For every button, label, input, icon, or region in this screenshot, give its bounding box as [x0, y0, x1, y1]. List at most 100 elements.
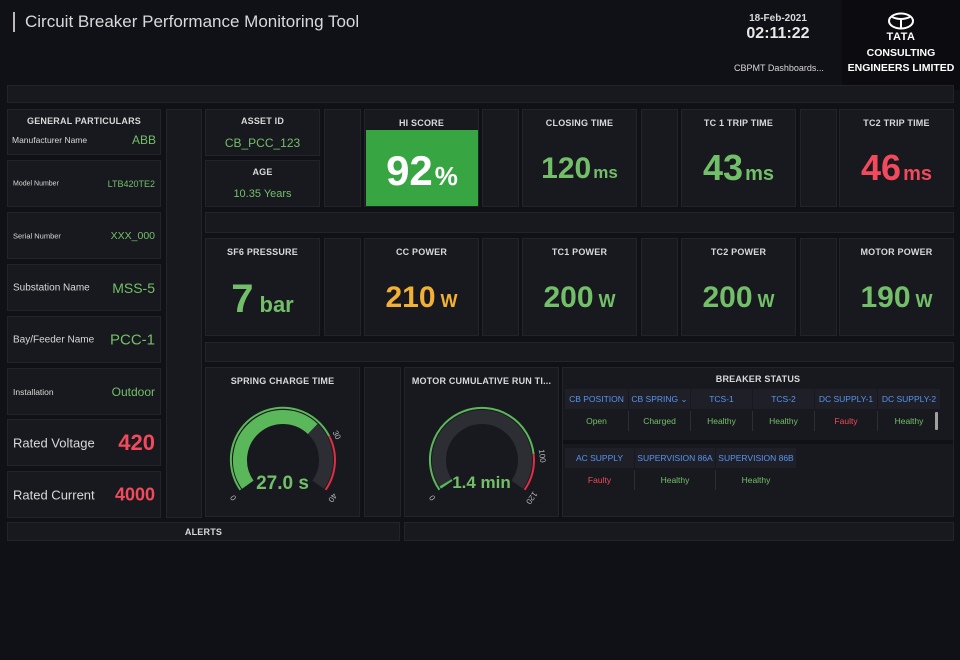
age-value: 10.35 Years — [233, 188, 292, 200]
model-label: Model Number — [13, 180, 59, 187]
spring-charge-value: 27.0 s — [256, 473, 309, 494]
voltage-label: Rated Voltage — [13, 435, 95, 450]
tc1-power-unit: W — [598, 291, 616, 311]
general-row-manufacturer: Manufacturer Name ABB — [7, 123, 161, 157]
status-header-tcs1[interactable]: TCS-1 — [691, 389, 752, 409]
status-table-separator — [563, 440, 953, 444]
status-value-tcs2: Healthy — [769, 416, 798, 426]
status-header-supervision-86a[interactable]: SUPERVISION 86A — [635, 448, 715, 468]
spring-gauge-safe-arc — [229, 406, 330, 491]
motor-power-title: MOTOR POWER — [860, 247, 933, 257]
hi-score-value: 92 — [386, 147, 433, 194]
motor-gauge-track — [432, 410, 532, 489]
tc2-trip-title: TC2 TRIP TIME — [863, 118, 930, 128]
spring-charge-title: SPRING CHARGE TIME — [230, 376, 335, 386]
motor-power-panel: MOTOR POWER 190 W — [839, 238, 954, 336]
tc1-trip-display: 43 ms — [682, 150, 795, 186]
status-header-dc-supply-1[interactable]: DC SUPPLY-1 — [815, 389, 877, 409]
status-header-ac-supply[interactable]: AC SUPPLY — [565, 448, 634, 468]
motor-tick-min: 0 — [427, 493, 437, 502]
motor-run-panel: MOTOR CUMULATIVE RUN TI... 0 100 120 1.4… — [404, 367, 559, 517]
status-table-1-scrollbar[interactable] — [935, 412, 938, 430]
divider — [690, 411, 691, 431]
divider — [715, 470, 716, 490]
spring-gauge: 0 30 40 — [228, 406, 343, 504]
general-row-current: Rated Current 4000 — [7, 471, 161, 518]
alerts-panel[interactable]: ALERTS — [7, 522, 400, 541]
general-row-model: Model Number LTB420TE2 — [7, 160, 161, 207]
spacer-cell-5 — [324, 238, 361, 336]
divider — [634, 470, 635, 490]
status-header-dc-supply-2[interactable]: DC SUPPLY-2 — [878, 389, 940, 409]
status-value-tcs1: Healthy — [707, 416, 736, 426]
closing-time-value: 120 — [541, 152, 592, 185]
current-label: Rated Current — [13, 487, 95, 502]
serial-label: Serial Number — [13, 231, 61, 240]
spacer-cell-6 — [482, 238, 519, 336]
header-date: 18-Feb-2021 — [749, 13, 807, 24]
hi-score-box: 92% — [366, 130, 478, 206]
header-clock: 02:11:22 — [746, 25, 810, 42]
general-row-substation: Substation Name MSS-5 — [7, 264, 161, 311]
alerts-extra-panel — [404, 522, 954, 541]
voltage-value: 420 — [118, 429, 155, 455]
motor-power-display: 190 W — [840, 283, 953, 313]
logo-line-consulting: CONSULTING — [866, 47, 936, 59]
spring-tick-min: 0 — [228, 493, 238, 502]
divider-row-3 — [205, 342, 954, 362]
manufacturer-value: ABB — [131, 133, 156, 147]
tc2-trip-value: 46 — [861, 147, 902, 188]
motor-gauge-threshold-arc — [523, 453, 535, 491]
status-value-supervision-86b: Healthy — [741, 475, 771, 485]
status-table-2: AC SUPPLY SUPERVISION 86A SUPERVISION 86… — [565, 448, 797, 492]
status-value-cb-position: Open — [586, 416, 607, 426]
status-value-cb-spring: Charged — [643, 416, 676, 426]
spring-gauge-fill — [232, 409, 318, 489]
status-value-dc-supply-2: Healthy — [894, 416, 924, 426]
general-particulars-header: GENERAL PARTICULARS — [7, 109, 161, 155]
cc-power-panel: CC POWER 210 W — [364, 238, 479, 336]
serial-value: XXX_000 — [110, 229, 155, 242]
company-logo: TATA CONSULTING ENGINEERS LIMITED — [842, 0, 960, 90]
hi-score-unit: % — [434, 161, 458, 191]
sf6-display: 7 bar — [206, 279, 319, 319]
dashboards-link[interactable]: CBPMT Dashboards... — [734, 63, 824, 73]
substation-label: Substation Name — [13, 282, 90, 293]
motor-tick-threshold: 100 — [537, 449, 548, 464]
asset-id-value: CB_PCC_123 — [224, 136, 301, 150]
spring-charge-panel: SPRING CHARGE TIME 0 30 40 27.0 s — [205, 367, 360, 517]
logo-brand: TATA — [886, 31, 916, 43]
sf6-value: 7 — [231, 277, 254, 321]
tc2-power-panel: TC2 POWER 200 W — [681, 238, 796, 336]
age-title: AGE — [252, 167, 273, 177]
asset-id-title: ASSET ID — [240, 116, 285, 126]
closing-time-unit: ms — [593, 163, 618, 182]
tc1-trip-panel: TC 1 TRIP TIME 43 ms — [681, 109, 796, 207]
general-row-bay: Bay/Feeder Name PCC-1 — [7, 316, 161, 363]
status-header-supervision-86b[interactable]: SUPERVISION 86B — [716, 448, 796, 468]
divider — [628, 411, 629, 431]
breaker-status-panel: BREAKER STATUS CB POSITION CB SPRING ⌄ T… — [562, 367, 954, 517]
installation-label: Installation — [13, 386, 54, 397]
manufacturer-label: Manufacturer Name — [12, 135, 88, 145]
status-header-tcs2[interactable]: TCS-2 — [753, 389, 814, 409]
top-divider-row — [7, 85, 954, 103]
general-row-serial: Serial Number XXX_000 — [7, 212, 161, 259]
page-title: Circuit Breaker Performance Monitoring T… — [13, 12, 359, 32]
spring-tick-threshold: 30 — [331, 429, 343, 442]
logo-line-engineers: ENGINEERS LIMITED — [847, 62, 955, 74]
tc2-power-value: 200 — [702, 281, 753, 314]
status-header-cb-spring[interactable]: CB SPRING ⌄ — [629, 389, 690, 409]
tc2-trip-panel: TC2 TRIP TIME 46 ms — [839, 109, 954, 207]
spacer-cell-4 — [800, 109, 837, 207]
status-header-cb-position[interactable]: CB POSITION — [565, 389, 628, 409]
hi-score-panel: HI SCORE 92% — [364, 109, 479, 207]
divider — [752, 411, 753, 431]
status-value-supervision-86a: Healthy — [660, 475, 690, 485]
sf6-title: SF6 PRESSURE — [227, 247, 298, 257]
tc2-power-unit: W — [757, 291, 775, 311]
spacer-cell-2 — [482, 109, 519, 207]
sf6-panel: SF6 PRESSURE 7 bar — [205, 238, 320, 336]
bay-label: Bay/Feeder Name — [13, 334, 95, 345]
motor-run-title: MOTOR CUMULATIVE RUN TI... — [411, 376, 552, 386]
